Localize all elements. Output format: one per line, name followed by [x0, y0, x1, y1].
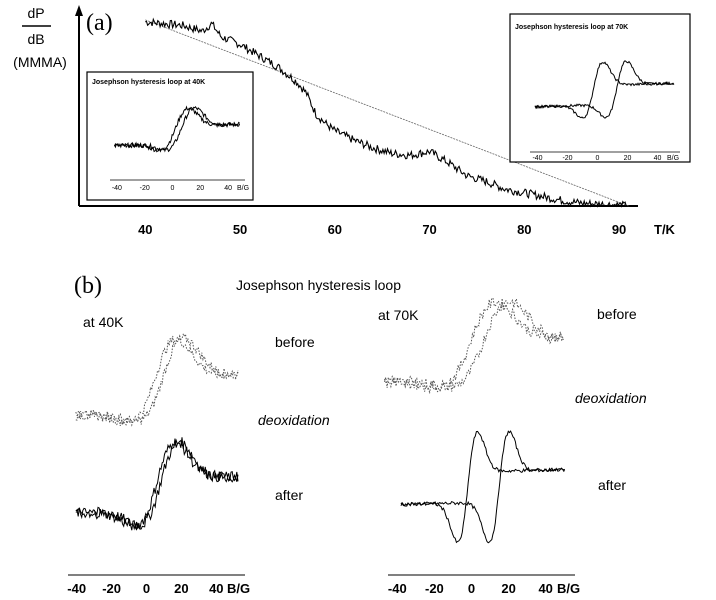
inset-40k: Josephson hysteresis loop at 40K -40 -20 0…	[86, 71, 254, 201]
tick-label: 0	[171, 185, 175, 192]
tick-label: 0	[468, 581, 475, 596]
tick-label: -40	[112, 185, 122, 192]
inset-70k-frame	[509, 13, 691, 163]
y-label-numerator: dP	[27, 5, 44, 21]
inset-70k-title: Josephson hysteresis loop at 70K	[515, 24, 628, 31]
y-label-denominator: dB	[27, 31, 44, 47]
inset-70k-loop-down	[534, 61, 675, 119]
loop-40k-before-down	[75, 334, 239, 427]
x-tick-label: 50	[233, 222, 247, 237]
tick-label: -20	[425, 581, 444, 596]
inset-70k-tick-labels: -40 -20 0 20 40 B/G	[532, 155, 679, 162]
panel-a-label: (a)	[86, 10, 113, 36]
tick-label: 40	[654, 155, 662, 162]
loop-70k-after-down	[400, 430, 566, 544]
tick-label: 0	[143, 581, 150, 596]
tick-label: -20	[102, 581, 121, 596]
tick-label: 20	[196, 185, 204, 192]
x-tick-labels-40k: -40 -20 0 20 40 B/G	[67, 581, 250, 596]
label-after-40k: after	[275, 487, 303, 503]
loop-70k-before-up	[384, 297, 565, 393]
label-deoxidation-40k: deoxidation	[258, 412, 330, 428]
x-axis-label: T/K	[654, 222, 676, 237]
series-line	[145, 17, 628, 208]
tick-label: 40	[224, 185, 232, 192]
loop-40k-after-down	[75, 438, 239, 531]
unit-label: B/G	[237, 185, 249, 192]
tick-label: 40	[209, 581, 223, 596]
tick-label: 20	[501, 581, 515, 596]
label-40k: at 40K	[83, 314, 124, 330]
inset-40k-frame	[86, 71, 254, 201]
label-after-70k: after	[598, 477, 626, 493]
x-tick-label: 80	[517, 222, 531, 237]
y-label-unit: (MMMA)	[13, 54, 67, 70]
tick-label: -40	[532, 155, 542, 162]
tick-label: -20	[562, 155, 572, 162]
unit-label: B/G	[227, 581, 250, 596]
fit-line	[145, 19, 629, 207]
inset-70k: Josephson hysteresis loop at 70K -40 -20 0…	[509, 13, 691, 163]
y-axis-arrow	[75, 5, 83, 16]
tick-label: -40	[67, 581, 86, 596]
x-tick-label: 60	[328, 222, 342, 237]
x-tick-label: 40	[138, 222, 152, 237]
inset-40k-title: Josephson hysteresis loop at 40K	[92, 79, 205, 86]
tick-label: -20	[140, 185, 150, 192]
panel-a: (a) dP dB (MMMA) 40 50 60 70 80 90 T/K Joseph…	[13, 5, 691, 237]
x-tick-label: 90	[612, 222, 626, 237]
panel-b-label: (b)	[74, 273, 102, 299]
inset-40k-loop-down	[114, 105, 240, 153]
x-tick-labels-70k: -40 -20 0 20 40 B/G	[388, 581, 580, 596]
panel-b: (b) Josephson hysteresis loop at 40K at …	[67, 273, 647, 596]
tick-label: 20	[624, 155, 632, 162]
x-tick-label: 70	[422, 222, 436, 237]
label-70k: at 70K	[378, 307, 419, 323]
tick-label: 0	[596, 155, 600, 162]
loop-70k-after-up	[400, 430, 566, 544]
tick-label: 40	[538, 581, 552, 596]
loop-70k-before-down	[384, 297, 565, 395]
tick-label: -40	[388, 581, 407, 596]
inset-40k-tick-labels: -40 -20 0 20 40 B/G	[112, 185, 249, 192]
label-deoxidation-70k: deoxidation	[575, 390, 647, 406]
tick-label: 20	[174, 581, 188, 596]
x-tick-labels: 40 50 60 70 80 90	[138, 222, 626, 237]
label-before-40k: before	[275, 334, 315, 350]
unit-label: B/G	[667, 155, 679, 162]
label-before-70k: before	[597, 306, 637, 322]
panel-b-title: Josephson hysteresis loop	[236, 277, 401, 293]
unit-label: B/G	[557, 581, 580, 596]
loop-40k-before-up	[75, 332, 239, 427]
